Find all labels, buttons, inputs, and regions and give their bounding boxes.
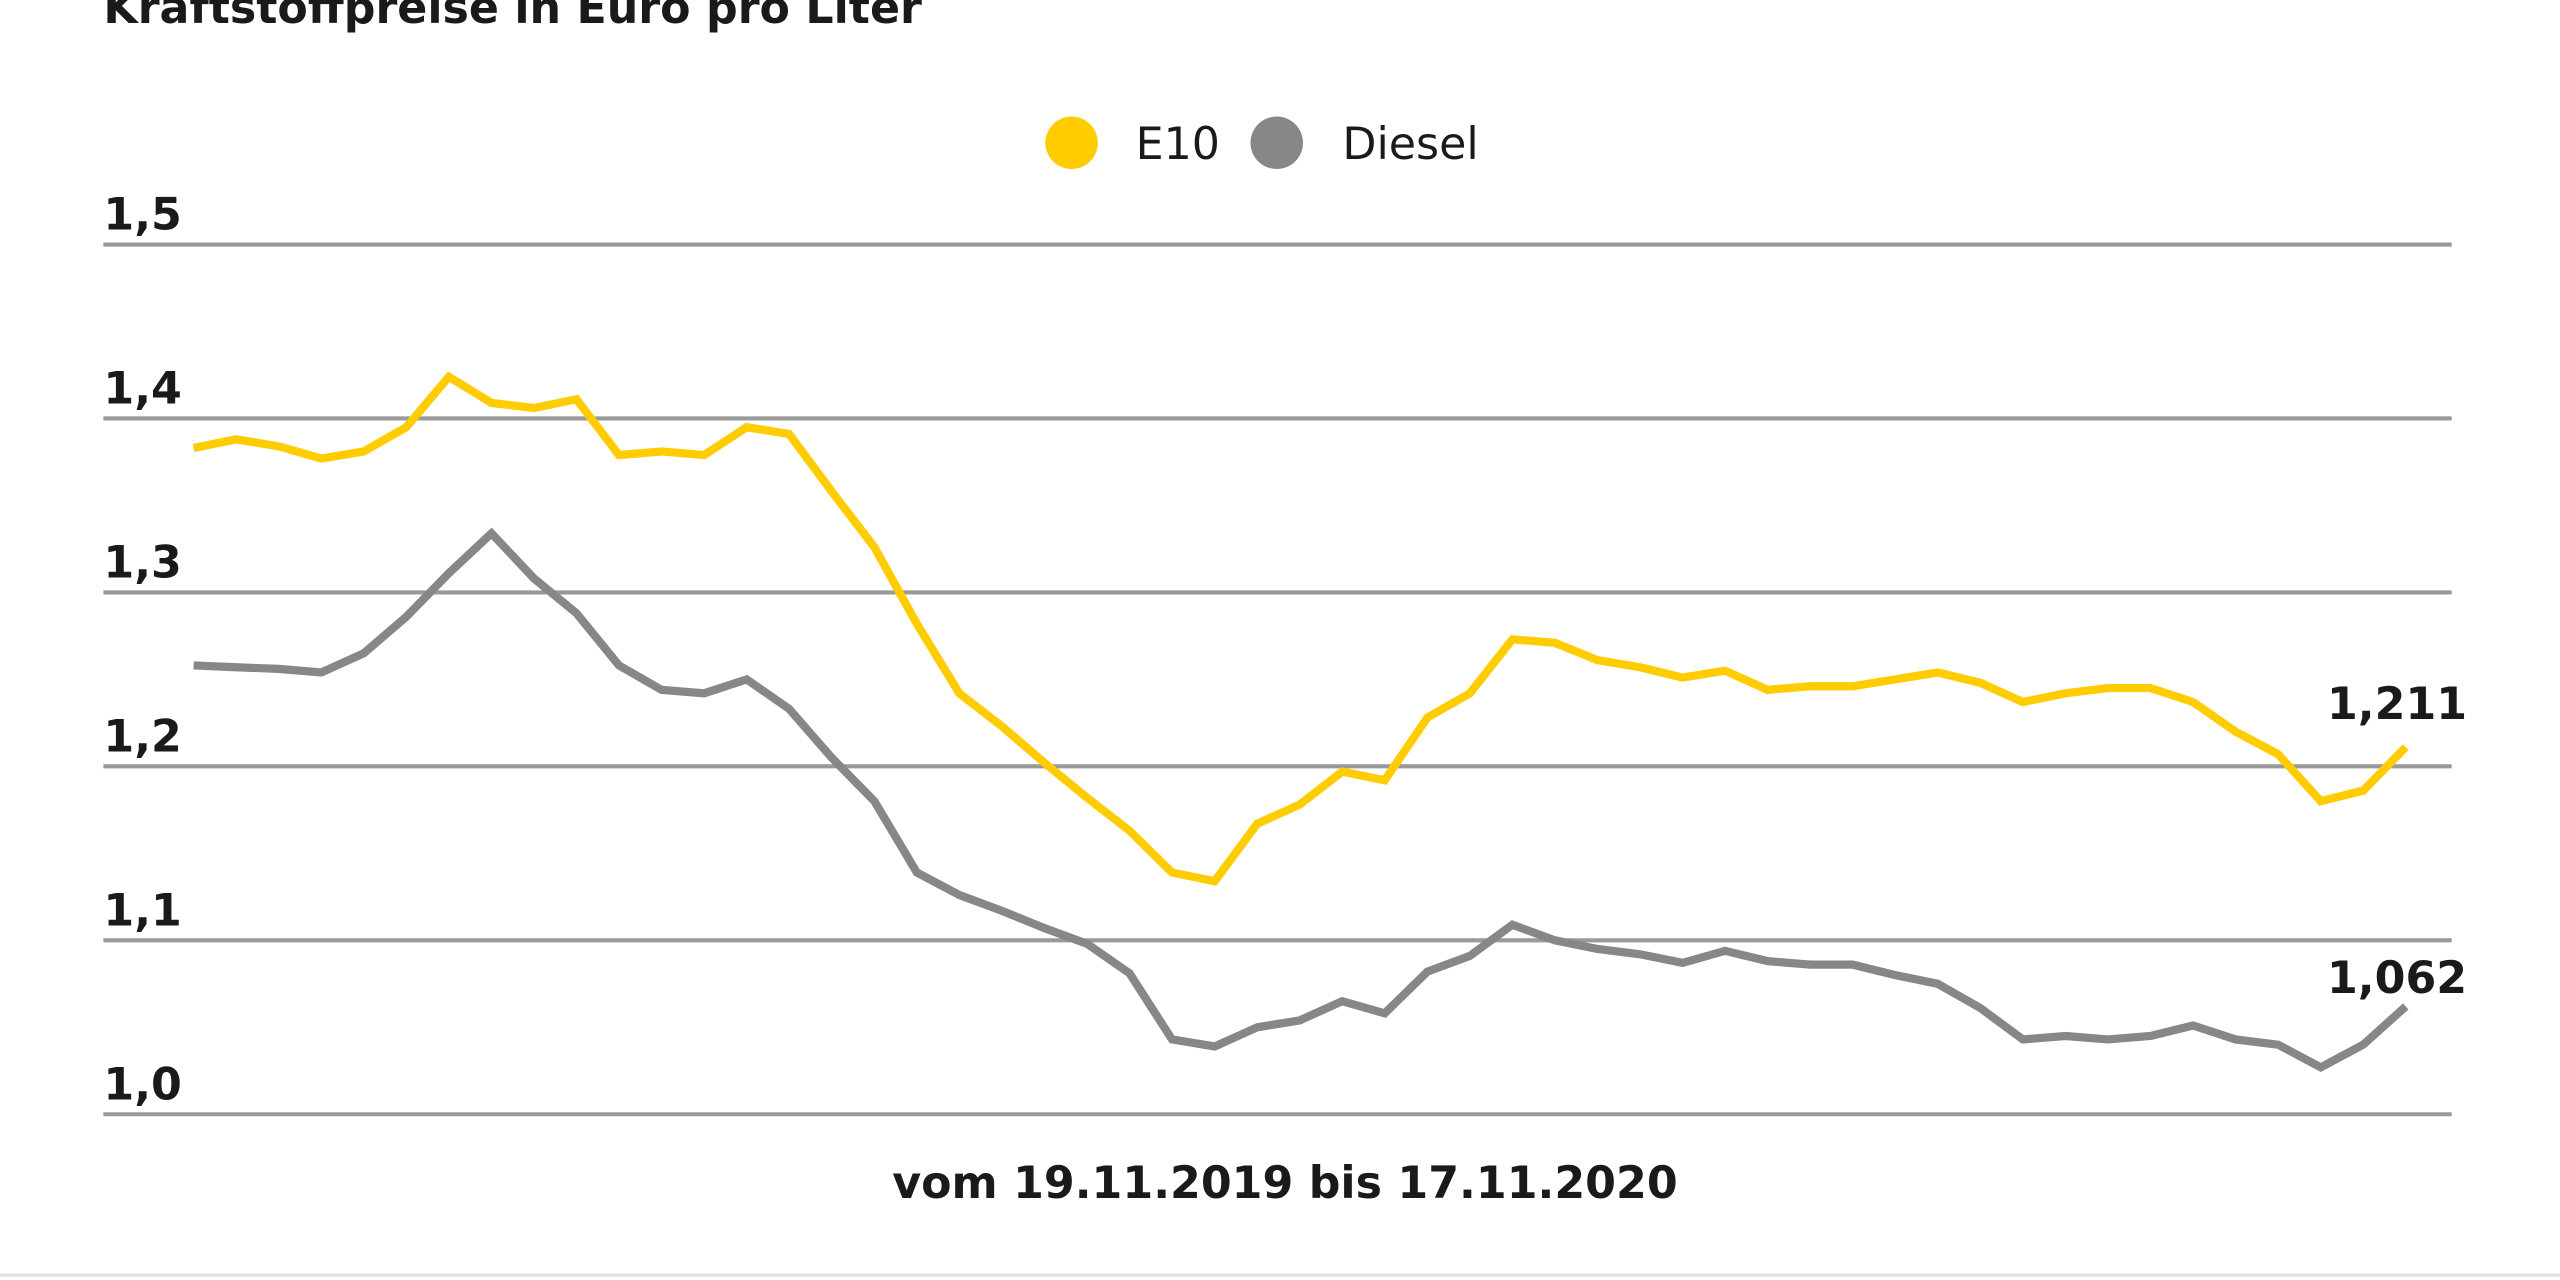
y-tick-label: 1,5 (103, 190, 181, 241)
y-axis-labels: 1,0 1,1 1,2 1,3 1,4 1,5 (103, 190, 181, 1111)
series-lines (192, 371, 2409, 1072)
legend: E10 Diesel (1045, 116, 1479, 170)
gridlines (103, 242, 2452, 1117)
chart-title: Kraftstoffpreise in Euro pro Liter (103, 0, 922, 34)
e10-end-label: 1,211 (2327, 679, 2467, 730)
y-tick-label: 1,3 (103, 538, 181, 589)
series-line-diesel (193, 527, 2409, 1072)
legend-dot-diesel (1250, 116, 1303, 170)
y-tick-label: 1,4 (103, 364, 181, 415)
legend-label-e10: E10 (1136, 119, 1220, 170)
y-tick-label: 1,0 (103, 1059, 181, 1110)
diesel-end-label: 1,062 (2327, 953, 2467, 1004)
y-tick-label: 1,1 (103, 886, 181, 937)
legend-label-diesel: Diesel (1342, 119, 1478, 170)
legend-dot-e10 (1045, 116, 1098, 170)
x-axis-label: vom 19.11.2019 bis 17.11.2020 (892, 1158, 1677, 1209)
series-line-e10 (192, 371, 2409, 886)
y-tick-label: 1,2 (103, 712, 181, 763)
